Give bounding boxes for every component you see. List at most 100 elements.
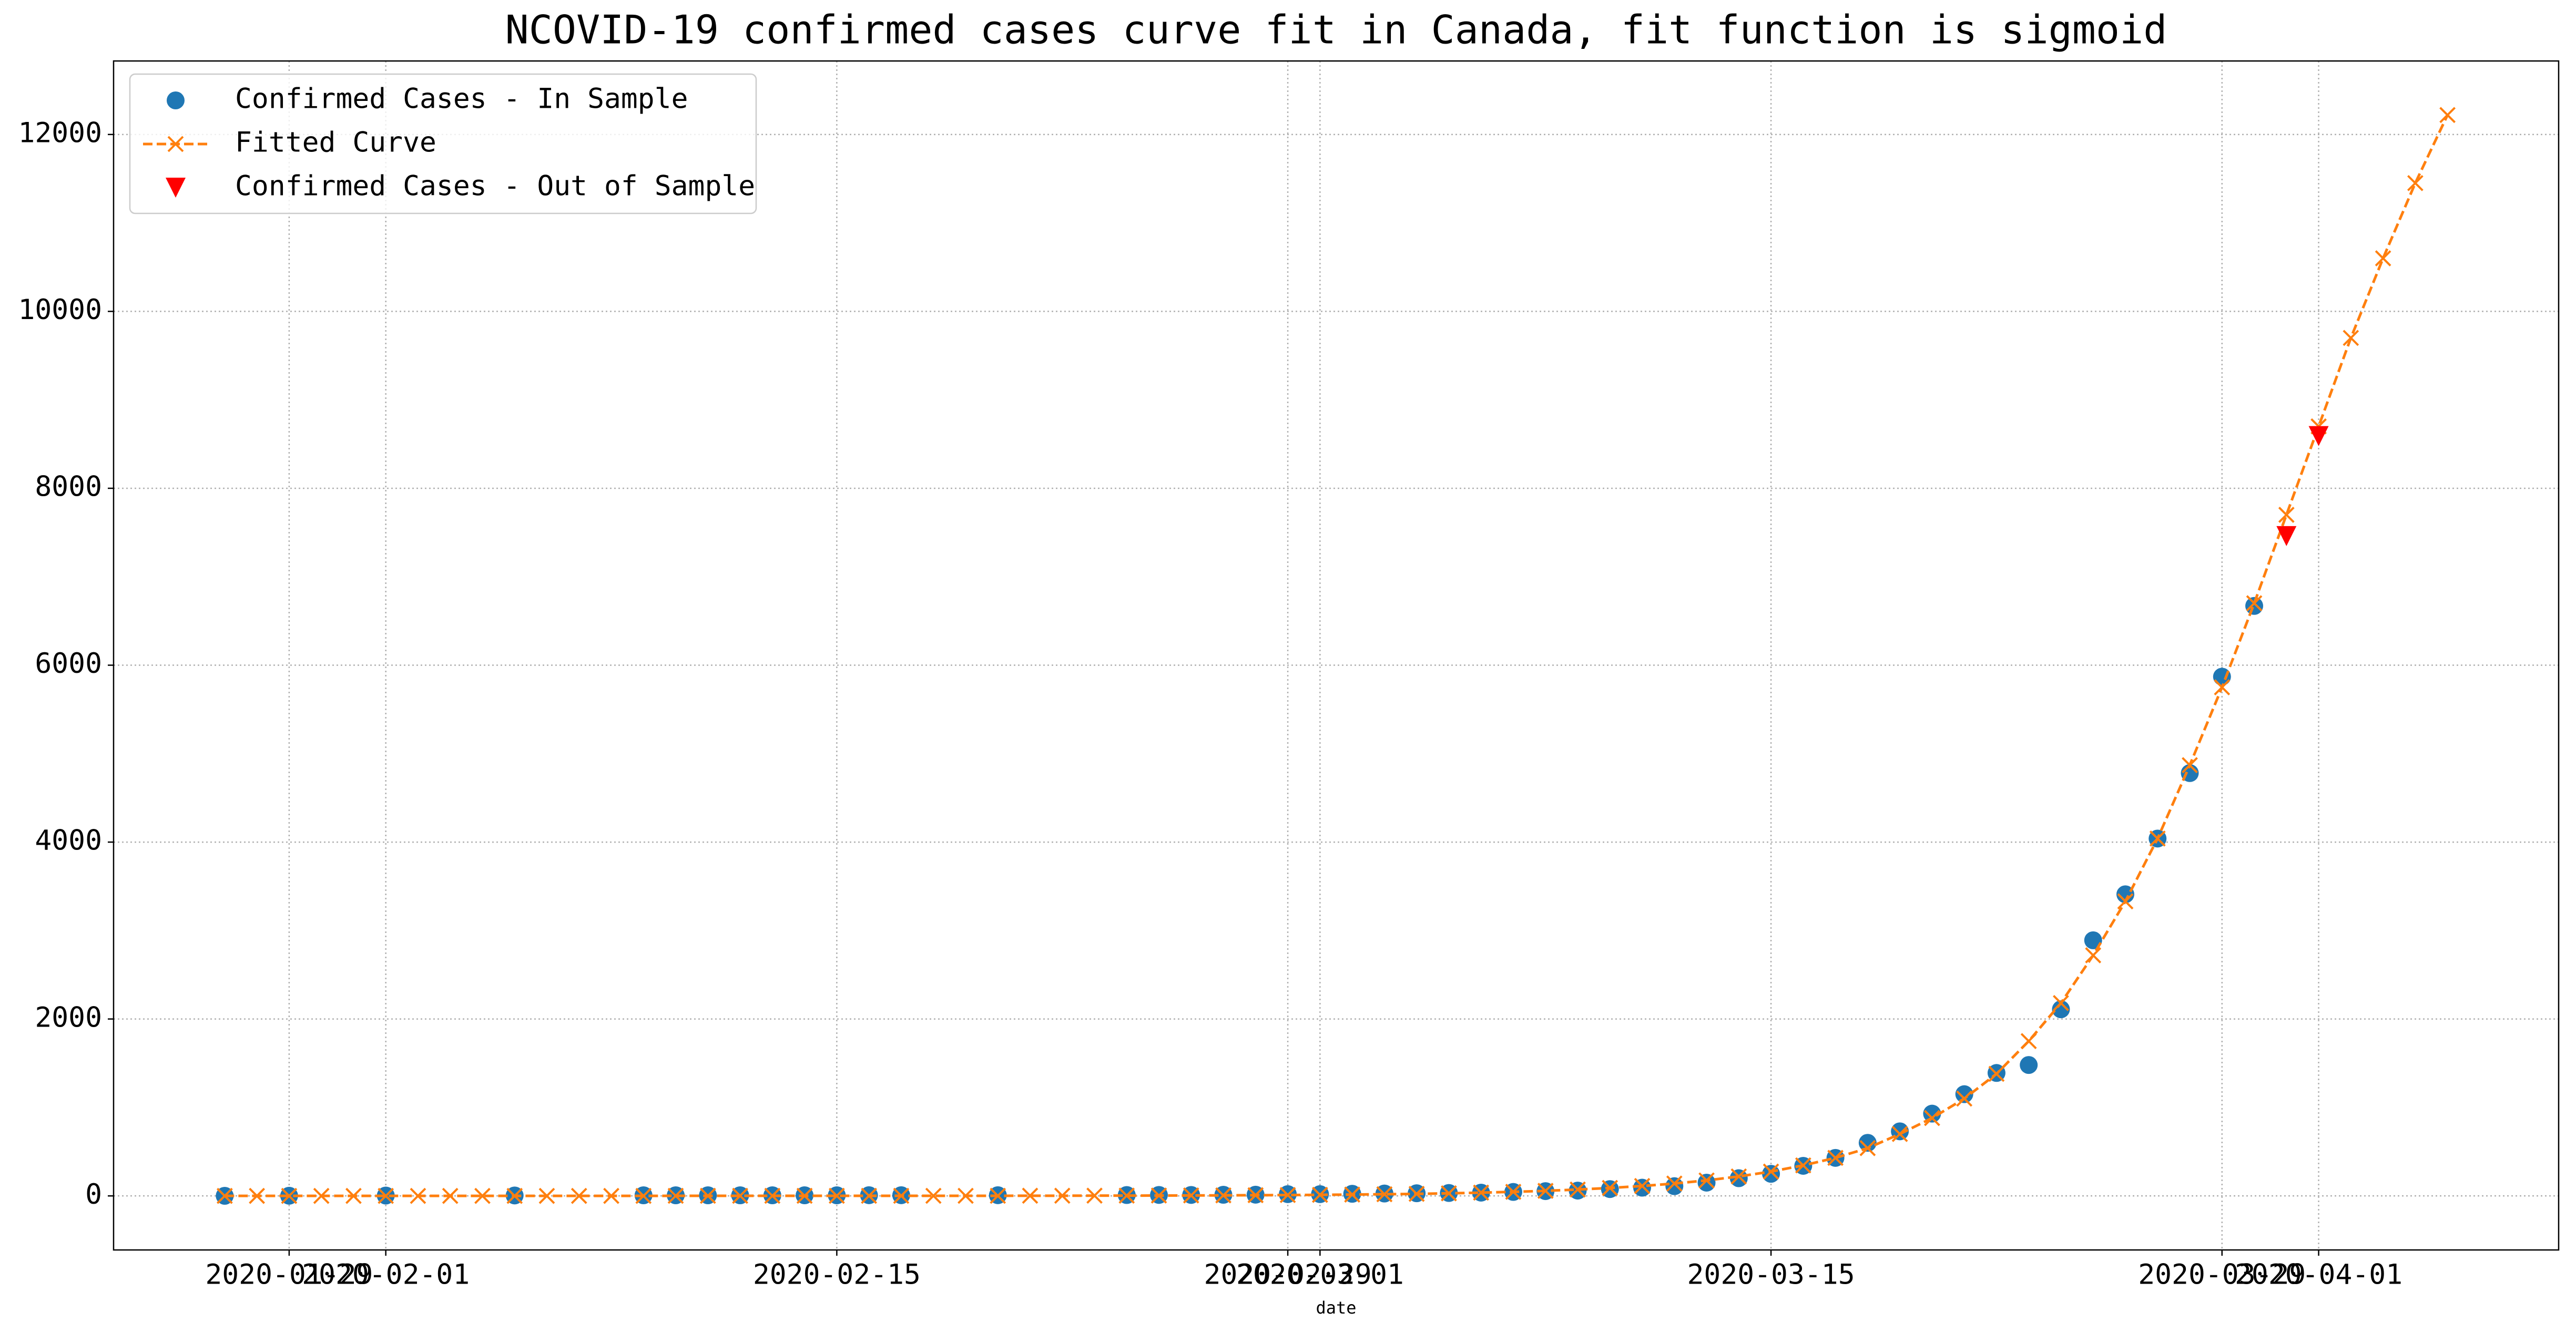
legend: Confirmed Cases - In Sample Fitted Curve C…: [129, 73, 757, 214]
data-point: [2278, 507, 2295, 523]
x-tick-label: 2020-02-15: [753, 1259, 921, 1291]
data-point: [1602, 1180, 1618, 1196]
x-tick-label: 2020-02-01: [302, 1259, 470, 1291]
data-point: [699, 1187, 716, 1204]
legend-label: Confirmed Cases - Out of Sample: [235, 170, 755, 202]
data-point: [1698, 1172, 1715, 1189]
y-tick-label: 10000: [18, 294, 102, 326]
data-point: [1634, 1177, 1651, 1194]
x-tick-label: 2020-01-29: [205, 1259, 373, 1291]
data-point: [2375, 250, 2391, 266]
data-point: [2020, 1033, 2037, 1050]
data-point: [313, 1187, 330, 1204]
data-point: [893, 1187, 910, 1204]
x-axis-label: date: [1316, 1298, 1356, 1318]
data-point: [1022, 1187, 1038, 1204]
series-line: [225, 114, 2449, 1197]
data-point: [442, 1187, 459, 1204]
data-point: [2439, 107, 2456, 124]
legend-marker: [167, 136, 184, 152]
y-tick-label: 6000: [35, 648, 102, 680]
data-point: [796, 1187, 813, 1204]
y-tick-label: 12000: [18, 117, 102, 149]
data-point: [1344, 1186, 1361, 1203]
data-point: [281, 1187, 298, 1204]
data-point: [345, 1187, 362, 1204]
data-point: [506, 1187, 523, 1204]
data-point: [2020, 1056, 2038, 1074]
x-tick-label: 2020-03-01: [1236, 1259, 1404, 1291]
data-point: [861, 1187, 878, 1204]
data-point: [2276, 526, 2297, 546]
data-point: [1247, 1187, 1264, 1204]
data-point: [249, 1187, 266, 1204]
data-point: [990, 1187, 1006, 1204]
legend-marker: [166, 178, 186, 198]
data-point: [2308, 426, 2329, 446]
data-point: [1891, 1125, 1908, 1142]
data-point: [603, 1187, 619, 1204]
data-point: [2213, 668, 2231, 686]
y-tick-label: 0: [85, 1178, 102, 1211]
data-point: [667, 1187, 684, 1204]
data-point: [2245, 597, 2264, 615]
data-point: [828, 1187, 845, 1204]
data-point: [410, 1187, 426, 1204]
data-point: [1473, 1184, 1490, 1201]
data-point: [2407, 175, 2424, 191]
data-point: [958, 1187, 974, 1204]
data-point: [378, 1187, 394, 1204]
data-point: [1923, 1110, 1940, 1126]
data-point: [1666, 1175, 1683, 1192]
data-point: [1086, 1187, 1103, 1204]
data-point: [1956, 1090, 1973, 1107]
plot-frame: [113, 60, 2560, 1251]
data-point: [2085, 947, 2102, 963]
data-point: [2149, 830, 2166, 847]
data-point: [1665, 1177, 1684, 1195]
x-tick-label: 2020-02-29: [1204, 1259, 1372, 1291]
legend-label: Fitted Curve: [235, 127, 436, 159]
legend-marker: [167, 91, 185, 109]
data-point: [1858, 1134, 1877, 1152]
data-point: [764, 1187, 781, 1204]
data-point: [1150, 1187, 1167, 1204]
data-point: [1988, 1065, 2005, 1082]
data-point: [2052, 1000, 2070, 1019]
data-point: [1923, 1104, 1941, 1123]
data-point: [635, 1187, 652, 1204]
data-point: [1570, 1181, 1586, 1198]
data-point: [1118, 1187, 1135, 1204]
data-point: [1054, 1187, 1071, 1204]
data-point: [571, 1187, 587, 1204]
data-point: [732, 1187, 749, 1204]
data-point: [2246, 595, 2263, 612]
data-point: [2084, 931, 2102, 949]
data-point: [474, 1187, 491, 1204]
data-point: [1729, 1169, 1748, 1187]
data-point: [2214, 679, 2231, 695]
data-point: [1441, 1185, 1457, 1202]
data-point: [1279, 1187, 1296, 1203]
data-point: [1859, 1140, 1876, 1156]
data-point: [1408, 1185, 1425, 1202]
data-point: [1955, 1085, 1973, 1103]
data-point: [1827, 1150, 1844, 1166]
data-point: [1183, 1187, 1199, 1204]
data-point: [1762, 1165, 1780, 1183]
data-point: [1795, 1157, 1811, 1174]
data-point: [1763, 1163, 1779, 1180]
data-point: [1311, 1186, 1328, 1203]
legend-box: [129, 73, 757, 214]
x-tick-label: 2020-04-01: [2235, 1259, 2402, 1291]
data-point: [925, 1187, 942, 1204]
data-point: [216, 1187, 233, 1204]
data-point: [538, 1187, 555, 1204]
data-point: [1505, 1184, 1522, 1200]
data-point: [1697, 1173, 1716, 1192]
data-point: [2182, 757, 2198, 774]
x-tick-label: 2020-03-15: [1687, 1259, 1855, 1291]
data-point: [1537, 1183, 1554, 1199]
data-point: [2117, 893, 2134, 910]
